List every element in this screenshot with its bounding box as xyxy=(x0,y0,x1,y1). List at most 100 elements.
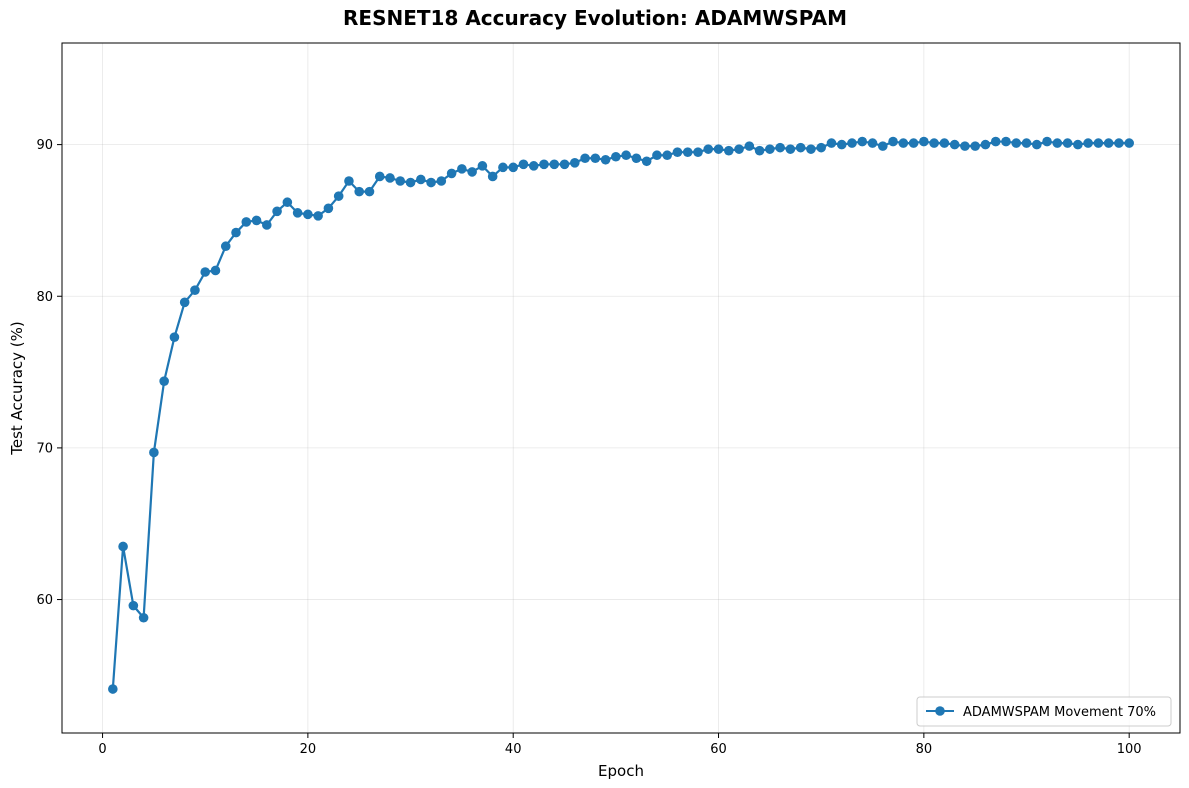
data-point xyxy=(857,136,868,147)
x-tick-label: 60 xyxy=(710,742,727,757)
data-point xyxy=(631,153,642,164)
data-point xyxy=(734,144,744,154)
data-point xyxy=(590,153,601,164)
data-point xyxy=(179,297,190,308)
data-point xyxy=(457,164,467,174)
data-point xyxy=(877,141,888,151)
data-point xyxy=(518,159,529,170)
legend: ADAMWSPAM Movement 70% xyxy=(916,696,1172,727)
data-point xyxy=(600,154,611,165)
data-point xyxy=(251,215,262,226)
data-point xyxy=(1124,138,1134,148)
data-point xyxy=(816,142,826,153)
data-point xyxy=(908,138,919,148)
data-point xyxy=(282,197,293,208)
axis-ticks: 0 20 40 60 80 100 60 70 80 90 xyxy=(36,138,1141,757)
data-point xyxy=(498,162,508,173)
data-point xyxy=(395,176,406,186)
data-point xyxy=(847,138,857,148)
data-point xyxy=(754,145,765,156)
data-point xyxy=(990,136,1001,147)
data-point xyxy=(487,171,498,182)
data-point xyxy=(1103,138,1114,148)
data-point xyxy=(980,139,991,150)
data-point xyxy=(108,684,118,694)
data-point xyxy=(1011,138,1022,148)
data-point xyxy=(621,150,631,161)
data-point xyxy=(528,161,539,171)
grid xyxy=(62,43,1180,733)
data-point xyxy=(703,144,714,154)
legend-marker-swatch xyxy=(935,706,945,716)
data-point xyxy=(888,136,898,147)
y-axis-label: Test Accuracy (%) xyxy=(8,321,26,456)
data-point xyxy=(385,173,395,183)
data-point xyxy=(333,191,344,201)
data-point xyxy=(231,227,241,238)
data-point xyxy=(713,144,724,154)
data-point xyxy=(724,145,734,156)
data-point xyxy=(1093,138,1104,148)
data-point xyxy=(795,142,806,153)
series-line xyxy=(111,140,1130,690)
data-point xyxy=(682,147,693,157)
data-point xyxy=(354,186,365,197)
data-point xyxy=(241,217,252,227)
y-tick-label: 80 xyxy=(36,290,53,305)
data-point xyxy=(313,211,323,221)
data-point xyxy=(929,138,939,148)
data-point xyxy=(190,285,200,295)
data-point xyxy=(262,220,272,230)
data-point xyxy=(826,138,837,148)
data-point xyxy=(693,147,703,157)
data-point xyxy=(970,141,980,151)
x-tick-label: 40 xyxy=(505,742,522,757)
data-point xyxy=(446,168,457,179)
data-point xyxy=(806,144,816,154)
data-point xyxy=(210,265,221,276)
chart-title: RESNET18 Accuracy Evolution: ADAMWSPAM xyxy=(343,6,847,30)
data-point xyxy=(662,150,672,161)
data-point xyxy=(1042,136,1052,147)
data-point xyxy=(138,612,149,623)
series-layer xyxy=(108,136,1134,694)
data-point xyxy=(508,162,518,173)
data-point xyxy=(539,159,549,170)
data-point xyxy=(128,600,139,611)
data-point xyxy=(836,139,847,150)
data-point xyxy=(867,138,878,148)
x-tick-label: 80 xyxy=(916,742,933,757)
data-point xyxy=(416,174,426,185)
x-tick-label: 100 xyxy=(1117,742,1142,757)
data-point xyxy=(960,141,970,151)
data-point xyxy=(374,171,385,182)
data-point xyxy=(919,136,929,147)
data-point xyxy=(405,177,416,188)
data-point xyxy=(580,153,590,164)
data-point xyxy=(323,203,334,214)
legend-box xyxy=(916,696,1172,727)
data-point xyxy=(169,332,180,343)
data-point xyxy=(436,176,447,186)
data-point xyxy=(118,541,128,552)
y-tick-label: 70 xyxy=(36,441,53,456)
data-point xyxy=(426,177,436,188)
data-point xyxy=(785,144,796,154)
x-tick-label: 20 xyxy=(300,742,317,757)
x-tick-label: 0 xyxy=(98,742,106,757)
data-point xyxy=(477,161,488,171)
data-point xyxy=(1073,139,1083,150)
data-point xyxy=(344,176,354,186)
x-axis-label: Epoch xyxy=(598,762,644,780)
data-point xyxy=(159,376,169,386)
data-point xyxy=(939,138,950,148)
data-point xyxy=(220,241,231,252)
y-tick-label: 60 xyxy=(36,593,53,608)
data-point xyxy=(1062,138,1073,148)
data-point xyxy=(549,159,560,170)
data-point xyxy=(272,206,282,217)
data-point xyxy=(292,208,303,218)
data-point xyxy=(1001,136,1011,147)
y-tick-label: 90 xyxy=(36,138,53,153)
